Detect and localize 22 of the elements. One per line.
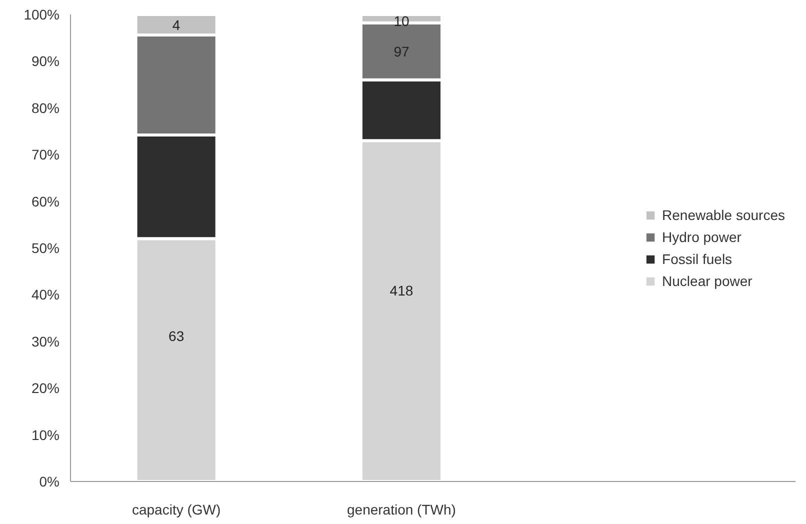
annotation: 63 — [168, 328, 184, 344]
y-tick-label: 40% — [31, 286, 60, 303]
y-tick-label: 90% — [31, 53, 60, 70]
y-tick-label: 80% — [31, 100, 60, 116]
legend-label: Renewable sources — [662, 206, 785, 222]
annotation: 97 — [394, 43, 410, 60]
y-tick-label: 50% — [31, 240, 60, 256]
x-tick-label: capacity (GW) — [132, 502, 221, 518]
annotation: 418 — [390, 282, 414, 299]
legend-label: Nuclear power — [662, 272, 752, 288]
annotation: 4 — [172, 16, 180, 33]
y-tick-label: 20% — [31, 380, 60, 396]
y-tick-label: 10% — [31, 426, 60, 443]
y-tick-label: 0% — [39, 474, 60, 490]
legend-label: Hydro power — [662, 228, 742, 244]
y-tick-label: 100% — [24, 6, 60, 22]
legend-label: Fossil fuels — [662, 250, 732, 266]
y-tick-label: 60% — [31, 193, 60, 210]
annotation: 10 — [394, 13, 410, 30]
y-tick-label: 30% — [31, 333, 60, 350]
x-tick-label: generation (TWh) — [347, 502, 456, 518]
y-tick-label: 70% — [31, 146, 60, 163]
